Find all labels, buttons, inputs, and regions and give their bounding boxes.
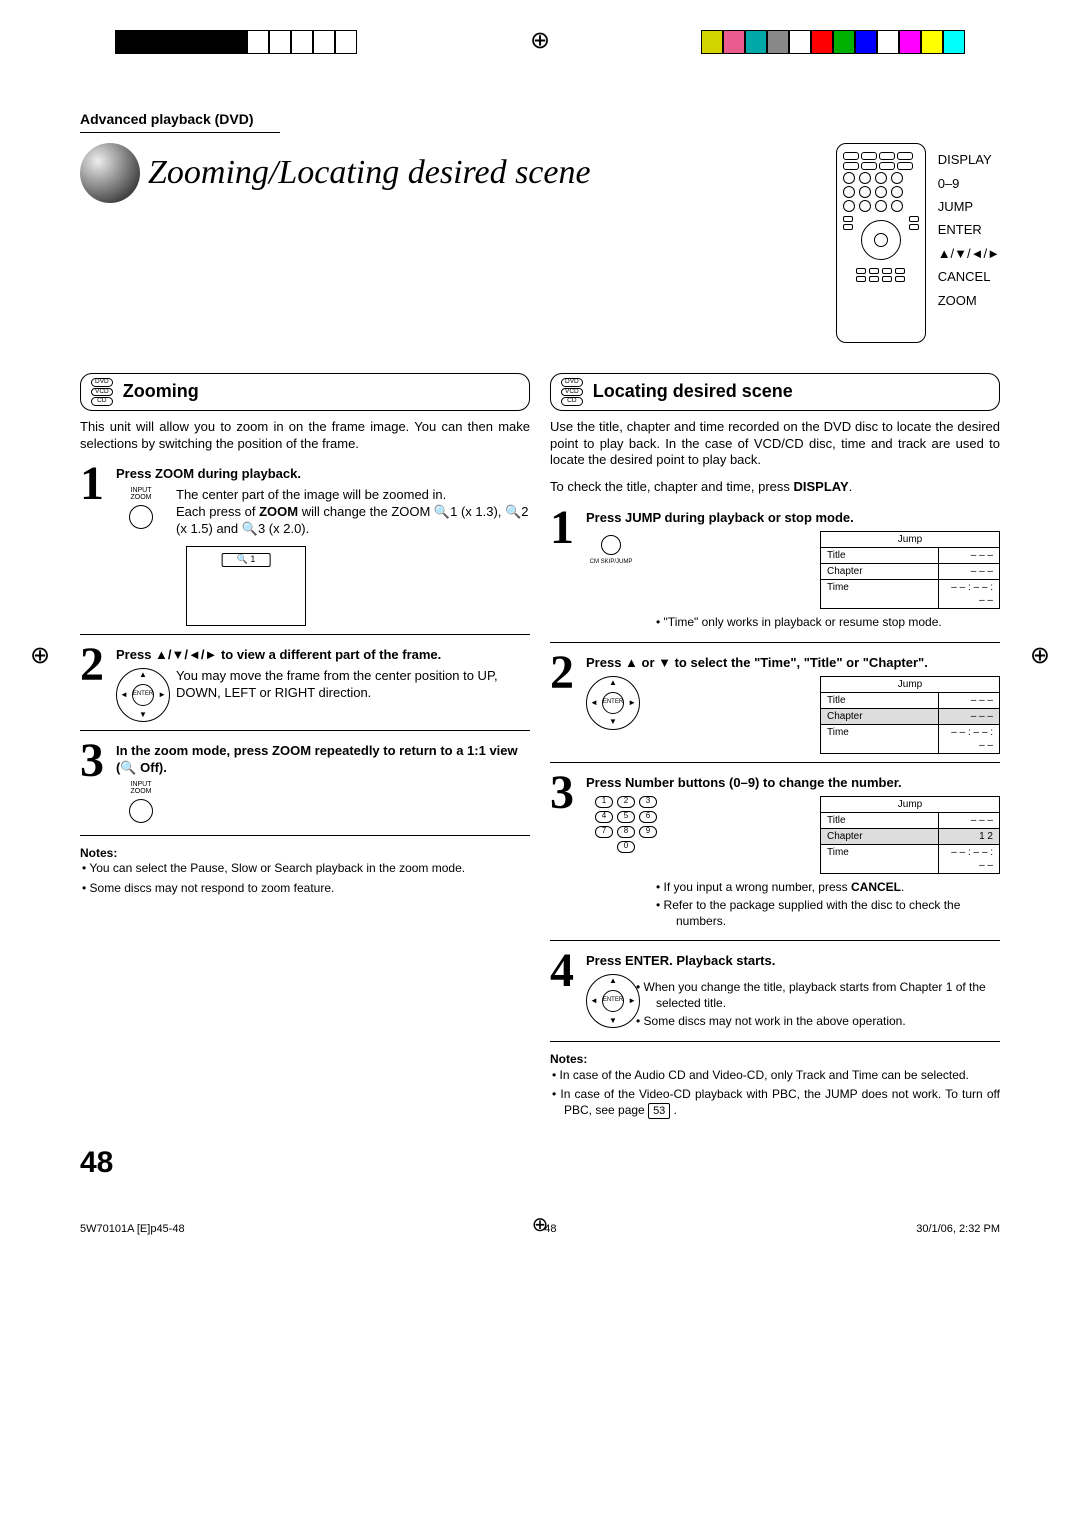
input-zoom-icon: INPUTZOOM bbox=[116, 781, 166, 827]
divider bbox=[550, 762, 1000, 763]
step-number: 2 bbox=[550, 651, 580, 694]
locating-check-line: To check the title, chapter and time, pr… bbox=[550, 479, 1000, 496]
step-title: Press JUMP during playback or stop mode. bbox=[586, 510, 1000, 527]
bullets: "Time" only works in playback or resume … bbox=[666, 615, 1000, 631]
page-content: Advanced playback (DVD) Zooming/Locating… bbox=[0, 70, 1080, 1212]
divider bbox=[80, 634, 530, 635]
registration-mark-top: ⊕ bbox=[530, 25, 550, 56]
header-row: Zooming/Locating desired scene DISPLAY0–… bbox=[80, 143, 1000, 343]
footer-right: 30/1/06, 2:32 PM bbox=[916, 1222, 1000, 1236]
title-block: Zooming/Locating desired scene bbox=[80, 143, 836, 203]
zooming-column: DVDVCDCD Zooming This unit will allow yo… bbox=[80, 373, 530, 1123]
zoom-notes-heading: Notes: bbox=[80, 846, 530, 862]
step-title: Press Number buttons (0–9) to change the… bbox=[586, 775, 1000, 792]
divider bbox=[550, 642, 1000, 643]
input-zoom-icon: INPUTZOOM bbox=[116, 487, 166, 533]
dpad-icon: ENTER ▲ ▼ ◄ ► bbox=[586, 974, 636, 1028]
step-title: In the zoom mode, press ZOOM repeatedly … bbox=[116, 743, 530, 777]
divider bbox=[550, 1041, 1000, 1042]
remote-labels: DISPLAY0–9JUMPENTER▲/▼/◄/►CANCELZOOM bbox=[938, 143, 1000, 343]
color-bars-right bbox=[701, 30, 965, 54]
loc-notes-list: In case of the Audio CD and Video-CD, on… bbox=[550, 1068, 1000, 1119]
page-number: 48 bbox=[80, 1143, 1000, 1182]
step-title: Press ENTER. Playback starts. bbox=[586, 953, 1000, 970]
zoom-step-3: 3 In the zoom mode, press ZOOM repeatedl… bbox=[80, 739, 530, 827]
loc-step-2: 2 Press ▲ or ▼ to select the "Time", "Ti… bbox=[550, 651, 1000, 754]
zooming-intro: This unit will allow you to zoom in on t… bbox=[80, 419, 530, 453]
divider bbox=[80, 730, 530, 731]
disc-badges: DVDVCDCD bbox=[91, 378, 113, 406]
loc-step-3: 3 Press Number buttons (0–9) to change t… bbox=[550, 771, 1000, 933]
step-number: 4 bbox=[550, 949, 580, 992]
page-title: Zooming/Locating desired scene bbox=[148, 151, 591, 195]
dpad-icon: ENTER ▲ ▼ ◄ ► bbox=[116, 668, 166, 722]
step-number: 1 bbox=[80, 462, 110, 505]
zoom-step-2: 2 Press ▲/▼/◄/► to view a different part… bbox=[80, 643, 530, 722]
section-label: Advanced playback (DVD) bbox=[80, 110, 280, 133]
disc-badges: DVDVCDCD bbox=[561, 378, 583, 406]
divider bbox=[80, 835, 530, 836]
color-bars-left bbox=[115, 30, 357, 54]
zoom-indicator: 🔍 1 bbox=[222, 553, 271, 567]
jump-display: JumpTitle– – –Chapter1 2Time– – : – – : … bbox=[820, 796, 1000, 874]
locating-heading: DVDVCDCD Locating desired scene bbox=[550, 373, 1000, 411]
loc-step-4: 4 Press ENTER. Playback starts. ENTER ▲ … bbox=[550, 949, 1000, 1033]
bullets: When you change the title, playback star… bbox=[646, 980, 1000, 1033]
step-number: 3 bbox=[550, 771, 580, 814]
loc-notes-heading: Notes: bbox=[550, 1052, 1000, 1068]
dpad-icon: ENTER ▲ ▼ ◄ ► bbox=[586, 676, 640, 730]
jump-display: JumpTitle– – –Chapter– – –Time– – : – – … bbox=[820, 531, 1000, 609]
jump-display: JumpTitle– – –Chapter– – –Time– – : – – … bbox=[820, 676, 1000, 754]
numpad-icon: 1234567890 bbox=[586, 796, 666, 856]
columns: DVDVCDCD Zooming This unit will allow yo… bbox=[80, 373, 1000, 1123]
step-number: 1 bbox=[550, 506, 580, 549]
remote-block: DISPLAY0–9JUMPENTER▲/▼/◄/►CANCELZOOM bbox=[836, 143, 1000, 343]
footer-left: 5W70101A [E]p45-48 bbox=[80, 1222, 185, 1236]
zooming-heading-text: Zooming bbox=[123, 380, 199, 403]
step-title: Press ▲/▼/◄/► to view a different part o… bbox=[116, 647, 530, 664]
step-number: 2 bbox=[80, 643, 110, 686]
loc-step-1: 1 Press JUMP during playback or stop mod… bbox=[550, 506, 1000, 633]
sphere-graphic bbox=[80, 143, 140, 203]
printer-marks: ⊕ bbox=[0, 0, 1080, 70]
step-title: Press ▲ or ▼ to select the "Time", "Titl… bbox=[586, 655, 1000, 672]
locating-intro: Use the title, chapter and time recorded… bbox=[550, 419, 1000, 470]
step-number: 3 bbox=[80, 739, 110, 782]
step-text: The center part of the image will be zoo… bbox=[176, 487, 530, 538]
cm-skip-jump-icon: CM SKIP/JUMP bbox=[586, 531, 636, 567]
zoom-notes-list: You can select the Pause, Slow or Search… bbox=[80, 861, 530, 896]
zooming-heading: DVDVCDCD Zooming bbox=[80, 373, 530, 411]
zoom-preview-box: 🔍 1 bbox=[186, 546, 306, 626]
locating-column: DVDVCDCD Locating desired scene Use the … bbox=[550, 373, 1000, 1123]
divider bbox=[550, 940, 1000, 941]
locating-heading-text: Locating desired scene bbox=[593, 380, 793, 403]
registration-mark-bottom: ⊕ bbox=[532, 1212, 549, 1238]
footer: 5W70101A [E]p45-48 48 ⊕ 30/1/06, 2:32 PM bbox=[0, 1212, 1080, 1256]
step-text: You may move the frame from the center p… bbox=[176, 668, 530, 702]
step-title: Press ZOOM during playback. bbox=[116, 466, 530, 483]
zoom-step-1: 1 Press ZOOM during playback. INPUTZOOM … bbox=[80, 462, 530, 626]
remote-diagram bbox=[836, 143, 926, 343]
bullets: If you input a wrong number, press CANCE… bbox=[666, 880, 1000, 930]
